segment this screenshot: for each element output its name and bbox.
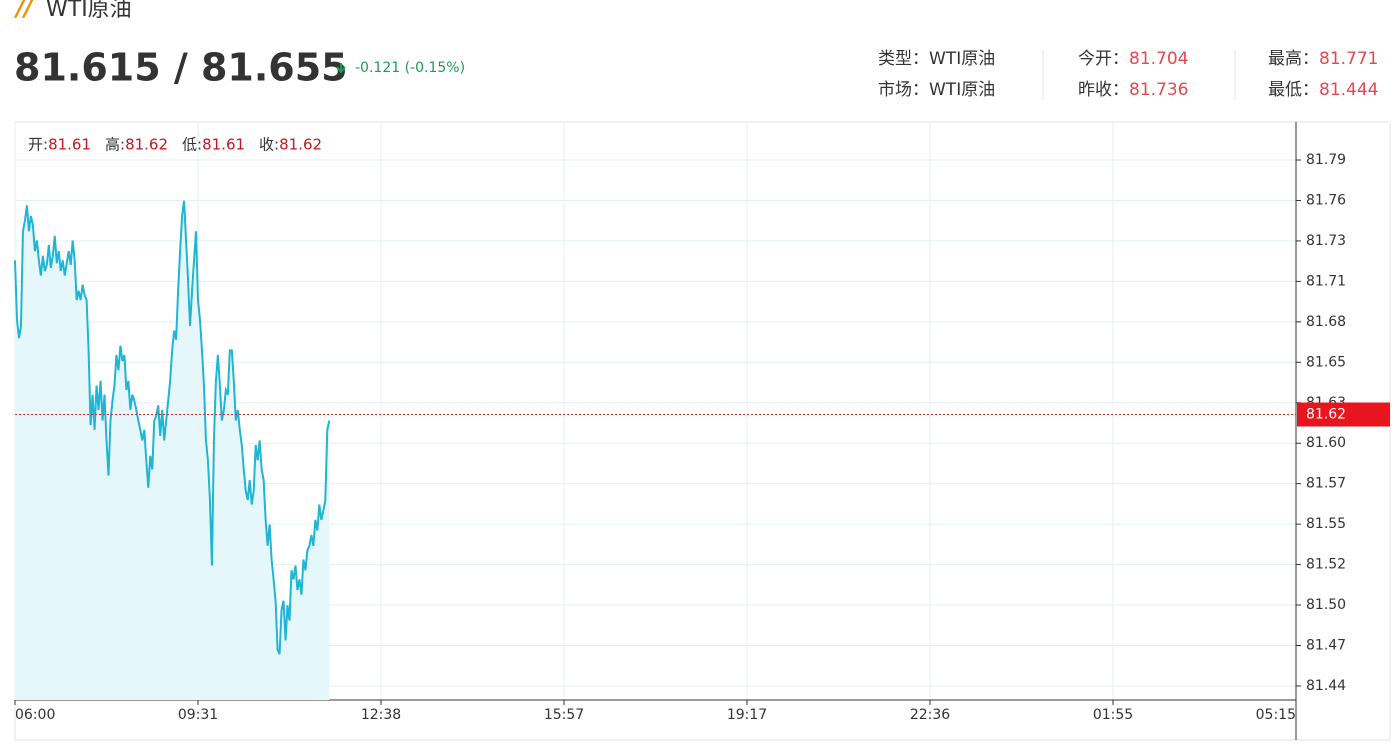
info-value: WTI原油: [929, 49, 995, 69]
y-tick-label: 81.50: [1306, 597, 1346, 613]
ohlc-label: 高:: [105, 136, 125, 154]
y-tick-label: 81.79: [1306, 152, 1346, 168]
x-tick-label: 19:17: [727, 707, 767, 723]
info-value: 81.704: [1129, 49, 1188, 69]
ohlc-value: 81.62: [125, 136, 168, 154]
info-value: 81.444: [1319, 80, 1378, 100]
price-line: [14, 200, 331, 655]
last-price-box: [1297, 402, 1390, 427]
x-tick-label: 05:15: [1256, 707, 1296, 723]
ohlc-value: 81.61: [202, 136, 245, 154]
ohlc-value: 81.61: [48, 136, 91, 154]
ohlc-value: 81.62: [279, 136, 322, 154]
title: WTI原油: [46, 0, 132, 22]
y-tick-label: 81.73: [1306, 233, 1346, 249]
y-tick-label: 81.57: [1306, 476, 1346, 492]
y-tick-label: 81.44: [1306, 678, 1346, 694]
info-value: WTI原油: [929, 80, 995, 100]
info-label: 最低：: [1268, 80, 1319, 100]
info-label: 类型：: [878, 49, 929, 69]
info-value: 81.736: [1129, 80, 1188, 100]
y-tick-label: 81.55: [1306, 516, 1346, 532]
title-icon: //: [13, 0, 34, 22]
y-tick-label: 81.52: [1306, 557, 1346, 573]
down-arrow: [336, 63, 346, 74]
x-tick-label: 15:57: [544, 707, 584, 723]
x-tick-label: 12:38: [361, 707, 401, 723]
price: 81.615 / 81.655: [14, 46, 348, 90]
last-price-label: 81.62: [1306, 407, 1346, 423]
y-tick-label: 81.76: [1306, 192, 1346, 208]
x-tick-label: 06:00: [15, 707, 55, 723]
y-tick-label: 81.68: [1306, 314, 1346, 330]
x-tick-label: 22:36: [910, 707, 950, 723]
area: [15, 200, 330, 700]
info-label: 最高：: [1268, 49, 1319, 69]
info-value: 81.771: [1319, 49, 1378, 69]
info-label: 今开：: [1078, 49, 1129, 69]
ohlc-label: 收:: [259, 136, 279, 154]
info-label: 市场：: [878, 80, 929, 100]
x-tick-label: 09:31: [178, 707, 218, 723]
info-label: 昨收：: [1078, 80, 1129, 100]
y-tick-label: 81.71: [1306, 273, 1346, 289]
x-tick-label: 01:55: [1093, 707, 1133, 723]
y-tick-label: 81.60: [1306, 435, 1346, 451]
y-tick-label: 81.47: [1306, 637, 1346, 653]
ohlc-label: 低:: [182, 136, 202, 154]
ohlc-label: 开:: [28, 136, 48, 154]
y-tick-label: 81.65: [1306, 354, 1346, 370]
change: -0.121 (-0.15%): [355, 60, 465, 76]
